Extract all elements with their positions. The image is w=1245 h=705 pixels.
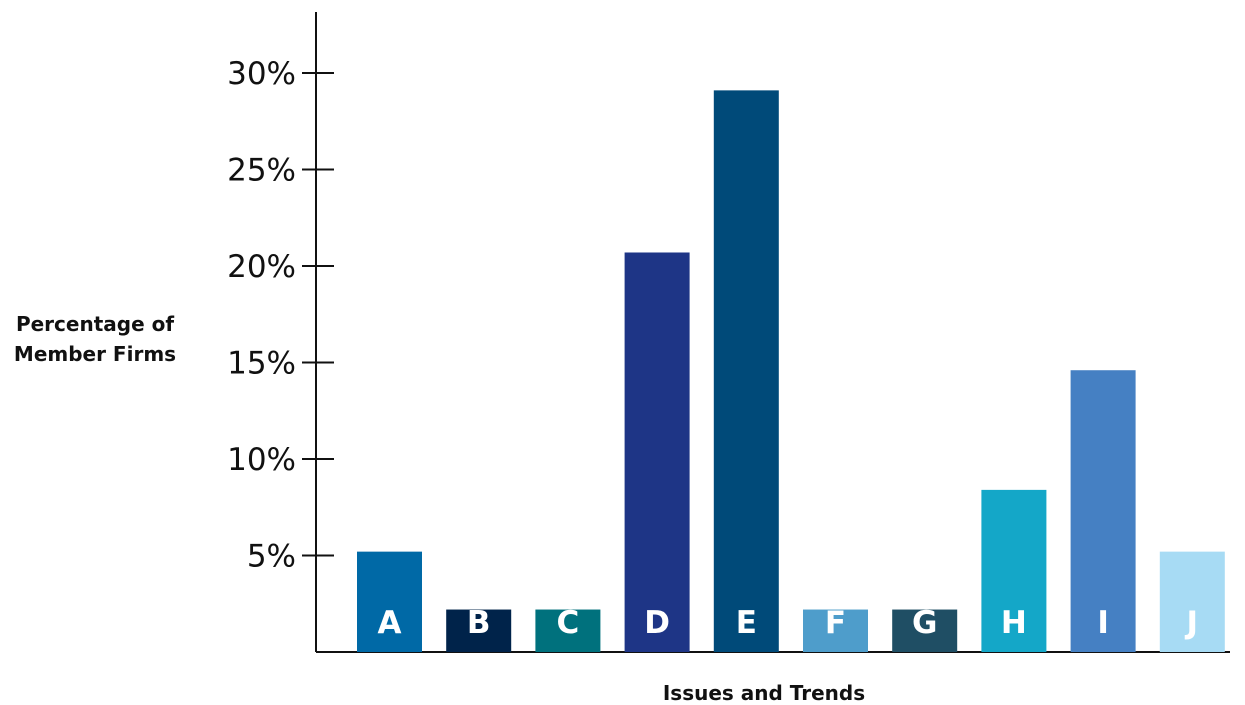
bar-e xyxy=(713,90,779,653)
y-tick-label: 20% xyxy=(227,249,296,285)
bar-i xyxy=(1070,370,1136,652)
y-tick-label: 5% xyxy=(247,539,296,575)
bars xyxy=(357,90,1225,653)
bar-label-j: J xyxy=(1185,605,1199,641)
bar-label-a: A xyxy=(378,605,402,641)
x-axis-title: Issues and Trends xyxy=(663,681,865,705)
bar-label-e: E xyxy=(736,605,757,641)
y-tick-label: 25% xyxy=(227,153,296,189)
bar-label-i: I xyxy=(1097,605,1109,641)
bar-label-c: C xyxy=(557,605,580,641)
bar-c xyxy=(535,609,601,652)
bar-labels: A B C D E F G H I J xyxy=(378,605,1199,641)
bar-b xyxy=(446,609,512,652)
bar-g xyxy=(892,609,958,652)
y-tick-label: 30% xyxy=(227,56,296,92)
bar-h xyxy=(981,489,1047,652)
bar-a xyxy=(357,551,422,652)
y-tick-label: 15% xyxy=(227,346,296,382)
bar-label-f: F xyxy=(825,605,846,641)
y-axis-title-line-2: Member Firms xyxy=(14,342,176,366)
bar-label-h: H xyxy=(1001,605,1027,641)
bar-label-d: D xyxy=(644,605,670,641)
y-ticks: 5% 10% 15% 20% 25% 30% xyxy=(227,56,334,575)
y-axis-title-line-1: Percentage of xyxy=(16,312,174,336)
bar-label-g: G xyxy=(912,605,937,641)
bar-label-b: B xyxy=(467,605,491,641)
y-tick-label: 10% xyxy=(227,442,296,478)
bar-f xyxy=(803,609,868,652)
bar-d xyxy=(624,252,690,653)
bar-j xyxy=(1159,551,1225,652)
